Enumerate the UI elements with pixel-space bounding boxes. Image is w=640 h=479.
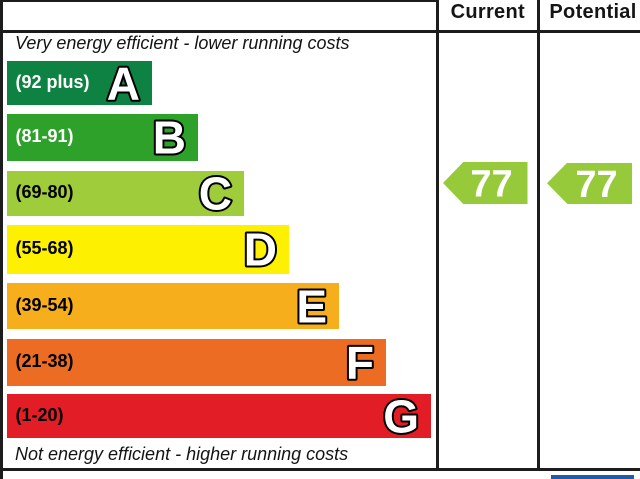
svg-text:E: E (296, 283, 327, 329)
svg-text:B: B (153, 114, 186, 160)
svg-text:D: D (244, 226, 277, 272)
svg-text:77: 77 (575, 164, 617, 205)
svg-text:G: G (383, 393, 419, 439)
svg-text:A: A (106, 60, 139, 106)
svg-text:F: F (346, 339, 374, 385)
svg-text:77: 77 (470, 164, 512, 205)
svg-text:C: C (199, 170, 232, 216)
